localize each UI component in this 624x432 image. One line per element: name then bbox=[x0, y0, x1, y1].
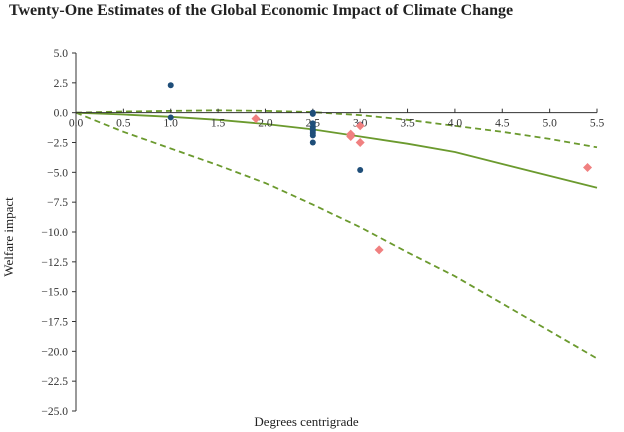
y-tick-label: −22.5 bbox=[41, 376, 68, 388]
x-tick-label: 1.0 bbox=[164, 118, 179, 130]
bound-curve bbox=[75, 111, 598, 360]
estimate-point bbox=[357, 166, 364, 173]
estimate-point bbox=[167, 114, 174, 121]
y-tick-label: −15.0 bbox=[41, 287, 68, 299]
chart-title: Twenty-One Estimates of the Global Econo… bbox=[9, 2, 514, 19]
bound-curve bbox=[75, 109, 598, 149]
estimate-point bbox=[309, 132, 316, 139]
estimate-point-diamond bbox=[346, 132, 356, 142]
y-tick-label: −12.5 bbox=[41, 257, 68, 269]
y-tick-label: −5.0 bbox=[47, 167, 68, 179]
axes-layer bbox=[75, 53, 597, 411]
x-axis-title: Degrees centrigrade bbox=[254, 414, 359, 429]
x-tick-label: 2.0 bbox=[258, 118, 273, 130]
estimate-point bbox=[309, 110, 316, 117]
y-tick-label: −25.0 bbox=[41, 406, 68, 418]
x-tick-label: 5.5 bbox=[590, 118, 605, 130]
x-tick-label: 0.0 bbox=[69, 118, 84, 130]
y-axis-title: Welfare impact bbox=[1, 197, 16, 277]
y-tick-label: 0.0 bbox=[54, 108, 69, 120]
y-tick-label: −10.0 bbox=[41, 227, 68, 239]
estimate-point bbox=[167, 82, 174, 89]
curves-layer bbox=[75, 109, 598, 360]
points-layer bbox=[167, 82, 593, 255]
x-tick-label: 3.5 bbox=[400, 118, 415, 130]
x-tick-label: 4.5 bbox=[495, 118, 510, 130]
estimate-point-diamond bbox=[583, 163, 593, 173]
y-tick-label: −7.5 bbox=[47, 197, 68, 209]
estimate-point-diamond bbox=[355, 121, 365, 131]
estimate-point-diamond bbox=[355, 138, 365, 147]
y-tick-label: −20.0 bbox=[41, 346, 68, 358]
x-tick-label: 5.0 bbox=[542, 118, 557, 130]
y-tick-label: −17.5 bbox=[41, 317, 68, 329]
x-tick-label: 0.5 bbox=[116, 118, 131, 130]
x-tick-label: 4.0 bbox=[448, 118, 463, 130]
ticks-layer: 0.00.51.01.52.02.53.03.54.04.55.05.55.02… bbox=[41, 48, 604, 418]
y-tick-label: −2.5 bbox=[47, 138, 68, 150]
estimate-point-diamond bbox=[374, 245, 384, 255]
x-tick-label: 1.5 bbox=[211, 118, 226, 130]
estimate-point bbox=[309, 139, 316, 146]
y-tick-label: 5.0 bbox=[54, 48, 69, 60]
central-estimate-curve bbox=[75, 111, 598, 189]
y-tick-label: 2.5 bbox=[54, 78, 69, 90]
estimate-point-diamond bbox=[251, 114, 261, 124]
